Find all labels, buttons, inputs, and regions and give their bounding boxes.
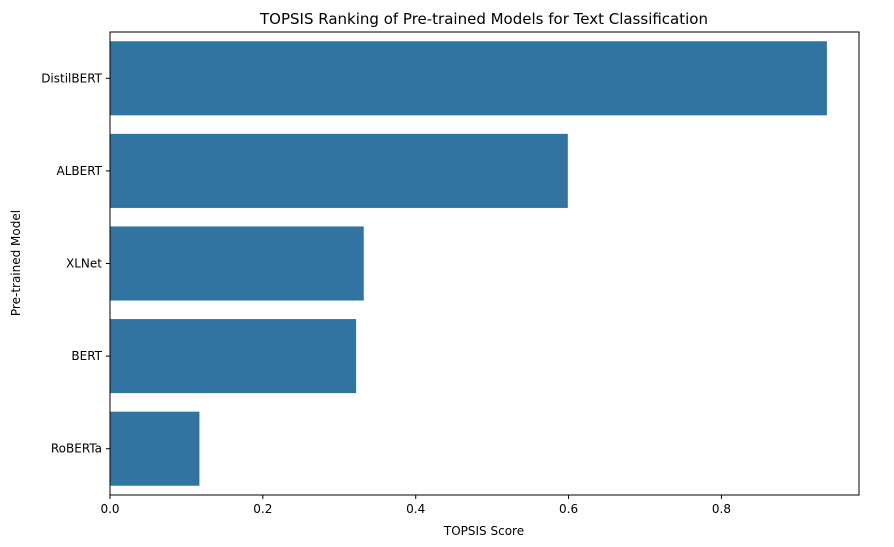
bars-group — [110, 41, 827, 486]
chart-title: TOPSIS Ranking of Pre-trained Models for… — [259, 10, 708, 28]
bar-bert — [110, 319, 357, 394]
y-axis-label: Pre-trained Model — [9, 210, 23, 316]
bar-roberta — [110, 411, 200, 486]
bar-albert — [110, 133, 568, 208]
bar-distilbert — [110, 41, 827, 116]
x-tick-label: 0.8 — [712, 502, 731, 516]
y-tick-label: ALBERT — [56, 164, 102, 178]
x-tick-label: 0.6 — [559, 502, 578, 516]
x-axis-label: TOPSIS Score — [443, 524, 524, 538]
y-tick-label: DistilBERT — [41, 71, 102, 85]
plot-frame — [109, 31, 860, 496]
x-tick-label: 0.0 — [100, 502, 119, 516]
x-axis-ticks: 0.0 0.2 0.4 0.6 0.8 — [100, 495, 731, 516]
y-tick-label: BERT — [71, 349, 102, 363]
x-tick-label: 0.2 — [253, 502, 272, 516]
bar-xlnet — [110, 226, 364, 301]
x-tick-label: 0.4 — [406, 502, 425, 516]
y-tick-label: XLNet — [66, 257, 102, 271]
y-tick-label: RoBERTa — [51, 442, 102, 456]
y-axis-ticks: DistilBERT ALBERT XLNet BERT RoBERTa — [41, 71, 110, 456]
